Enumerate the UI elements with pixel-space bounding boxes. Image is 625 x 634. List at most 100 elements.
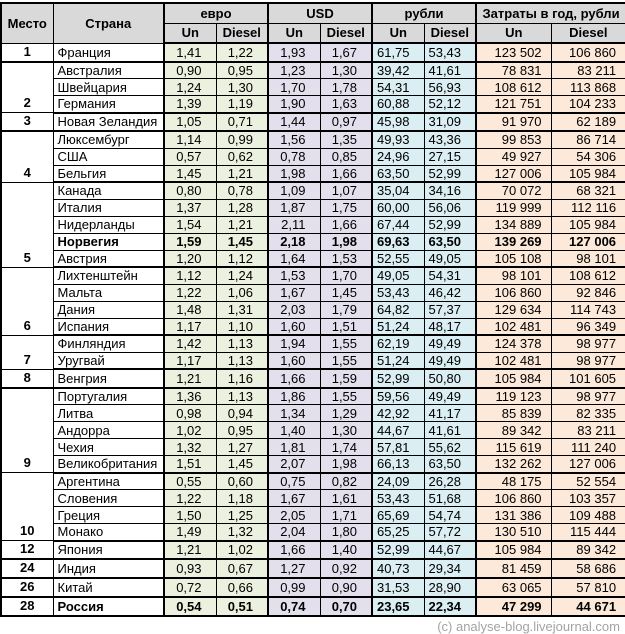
value-cell-euro-diesel: 1,21 xyxy=(215,215,269,234)
table-row: Андорра 1,02 0,95 1,40 1,30 44,67 41,61 89 342 8… xyxy=(1,421,625,439)
value-cell-usd-un: 1,67 xyxy=(267,489,321,507)
value-cell-rub-un: 40,73 xyxy=(371,558,425,579)
value-cell-rub-un: 49,05 xyxy=(371,266,425,285)
col-header-country: Страна xyxy=(52,2,165,44)
value-cell-rub-un: 45,98 xyxy=(371,112,425,132)
country-cell: Испания xyxy=(52,317,165,336)
value-cell-year-diesel: 92 846 xyxy=(550,283,625,302)
value-cell-year-diesel: 106 860 xyxy=(550,42,625,63)
value-cell-euro-un: 0,98 xyxy=(163,404,217,422)
table-body: 1 Франция 1,41 1,22 1,93 1,67 61,75 53,43 123 50… xyxy=(0,42,625,617)
value-cell-usd-diesel: 1,40 xyxy=(319,540,373,560)
value-cell-euro-diesel: 0,66 xyxy=(215,577,269,598)
value-cell-year-diesel: 108 612 xyxy=(550,266,625,285)
value-cell-euro-diesel: 1,18 xyxy=(215,489,269,507)
value-cell-year-diesel: 109 488 xyxy=(550,506,625,524)
country-cell: Бельгия xyxy=(52,164,165,183)
value-cell-usd-diesel: 1,55 xyxy=(319,334,373,353)
value-cell-year-un: 108 612 xyxy=(475,78,552,96)
value-cell-usd-diesel: 1,66 xyxy=(319,164,373,183)
value-cell-rub-diesel: 41,61 xyxy=(423,61,477,79)
value-cell-rub-diesel: 56,93 xyxy=(423,78,477,96)
value-cell-year-diesel: 103 357 xyxy=(550,489,625,507)
value-cell-rub-diesel: 22,34 xyxy=(423,596,477,617)
value-cell-rub-un: 51,24 xyxy=(371,317,425,336)
value-cell-year-un: 119 123 xyxy=(475,387,552,405)
table-row: Дания 1,48 1,31 2,03 1,79 64,82 57,37 129 634 11… xyxy=(1,300,625,319)
table-row: Испания 1,17 1,10 1,60 1,51 51,24 48,17 102 481… xyxy=(1,317,625,336)
value-cell-euro-un: 1,20 xyxy=(163,249,217,268)
value-cell-rub-un: 59,56 xyxy=(371,387,425,405)
value-cell-rub-diesel: 63,50 xyxy=(423,455,477,474)
value-cell-usd-un: 2,05 xyxy=(267,506,321,524)
value-cell-usd-diesel: 1,35 xyxy=(319,130,373,149)
country-cell: Финляндия xyxy=(52,334,165,353)
value-cell-year-diesel: 111 240 xyxy=(550,438,625,456)
value-cell-euro-un: 1,54 xyxy=(163,215,217,234)
value-cell-euro-un: 0,80 xyxy=(163,181,217,200)
value-cell-year-diesel: 82 335 xyxy=(550,404,625,422)
value-cell-rub-un: 53,43 xyxy=(371,283,425,302)
table-row: Чехия 1,32 1,27 1,81 1,74 57,81 55,62 115 619 11… xyxy=(1,438,625,456)
value-cell-euro-diesel: 1,13 xyxy=(215,351,269,370)
value-cell-usd-un: 1,56 xyxy=(267,130,321,149)
value-cell-euro-un: 0,90 xyxy=(163,61,217,79)
value-cell-euro-un: 1,49 xyxy=(163,523,217,542)
place-cell: 24 xyxy=(0,558,54,579)
fuel-price-table: Место Страна евро USD рубли Затраты в го… xyxy=(0,2,625,617)
value-cell-rub-diesel: 63,50 xyxy=(423,232,477,251)
value-cell-year-diesel: 98 977 xyxy=(550,334,625,353)
table-row: 24 Индия 0,93 0,67 1,27 0,92 40,73 29,34 81 459 5… xyxy=(0,558,625,579)
value-cell-rub-un: 23,65 xyxy=(371,596,425,617)
value-cell-rub-un: 42,92 xyxy=(371,404,425,422)
value-cell-year-diesel: 115 444 xyxy=(550,523,625,542)
value-cell-usd-un: 2,04 xyxy=(267,523,321,542)
value-cell-year-un: 130 510 xyxy=(475,523,552,542)
country-cell: Венгрия xyxy=(52,368,165,389)
value-cell-euro-un: 1,51 xyxy=(163,455,217,474)
value-cell-usd-un: 1,27 xyxy=(267,558,321,579)
table-row: 1 Франция 1,41 1,22 1,93 1,67 61,75 53,43 123 50… xyxy=(0,42,625,63)
value-cell-usd-diesel: 1,98 xyxy=(319,455,373,474)
table-row: Австрия 1,20 1,12 1,64 1,53 52,55 49,05 105 108… xyxy=(1,249,625,268)
table-row: Бельгия 1,45 1,21 1,98 1,66 63,50 52,99 127 006… xyxy=(1,164,625,183)
value-cell-year-un: 49 927 xyxy=(475,147,552,166)
place-cell: 5 xyxy=(0,181,54,268)
value-cell-usd-un: 1,98 xyxy=(267,164,321,183)
country-cell: Люксембург xyxy=(52,130,165,149)
value-cell-euro-un: 1,41 xyxy=(163,42,217,63)
value-cell-year-diesel: 58 686 xyxy=(550,558,625,579)
value-cell-usd-un: 1,70 xyxy=(267,78,321,96)
value-cell-year-diesel: 83 211 xyxy=(550,61,625,79)
country-cell: Уругвай xyxy=(52,351,165,370)
value-cell-usd-diesel: 1,74 xyxy=(319,438,373,456)
table-row: Литва 0,98 0,94 1,34 1,29 42,92 41,17 85 839 82 … xyxy=(1,404,625,422)
country-cell: Греция xyxy=(52,506,165,524)
value-cell-rub-diesel: 31,09 xyxy=(423,112,477,132)
value-cell-usd-un: 1,90 xyxy=(267,95,321,114)
value-cell-euro-un: 1,14 xyxy=(163,130,217,149)
country-cell: Россия xyxy=(52,596,165,617)
place-cell: 9 xyxy=(0,387,54,473)
value-cell-usd-un: 1,87 xyxy=(267,198,321,217)
value-cell-usd-diesel: 1,53 xyxy=(319,249,373,268)
value-cell-year-diesel: 86 714 xyxy=(550,130,625,149)
value-cell-year-un: 91 970 xyxy=(475,112,552,132)
value-cell-usd-un: 2,11 xyxy=(267,215,321,234)
value-cell-euro-diesel: 1,13 xyxy=(215,387,269,405)
header-row-fuel-types: Un Diesel Un Diesel Un Diesel Un Diesel xyxy=(1,22,625,44)
value-cell-euro-un: 1,32 xyxy=(163,438,217,456)
value-cell-usd-diesel: 1,30 xyxy=(319,421,373,439)
value-cell-rub-diesel: 27,15 xyxy=(423,147,477,166)
value-cell-year-un: 131 386 xyxy=(475,506,552,524)
place-cell: 4 xyxy=(0,130,54,183)
col-header-place: Место xyxy=(0,2,54,44)
value-cell-euro-diesel: 1,28 xyxy=(215,198,269,217)
value-cell-euro-diesel: 1,25 xyxy=(215,506,269,524)
country-cell: США xyxy=(52,147,165,166)
value-cell-euro-diesel: 0,94 xyxy=(215,404,269,422)
value-cell-euro-un: 1,42 xyxy=(163,334,217,353)
value-cell-usd-un: 0,74 xyxy=(267,596,321,617)
value-cell-usd-un: 0,75 xyxy=(267,472,321,490)
value-cell-rub-diesel: 49,05 xyxy=(423,249,477,268)
